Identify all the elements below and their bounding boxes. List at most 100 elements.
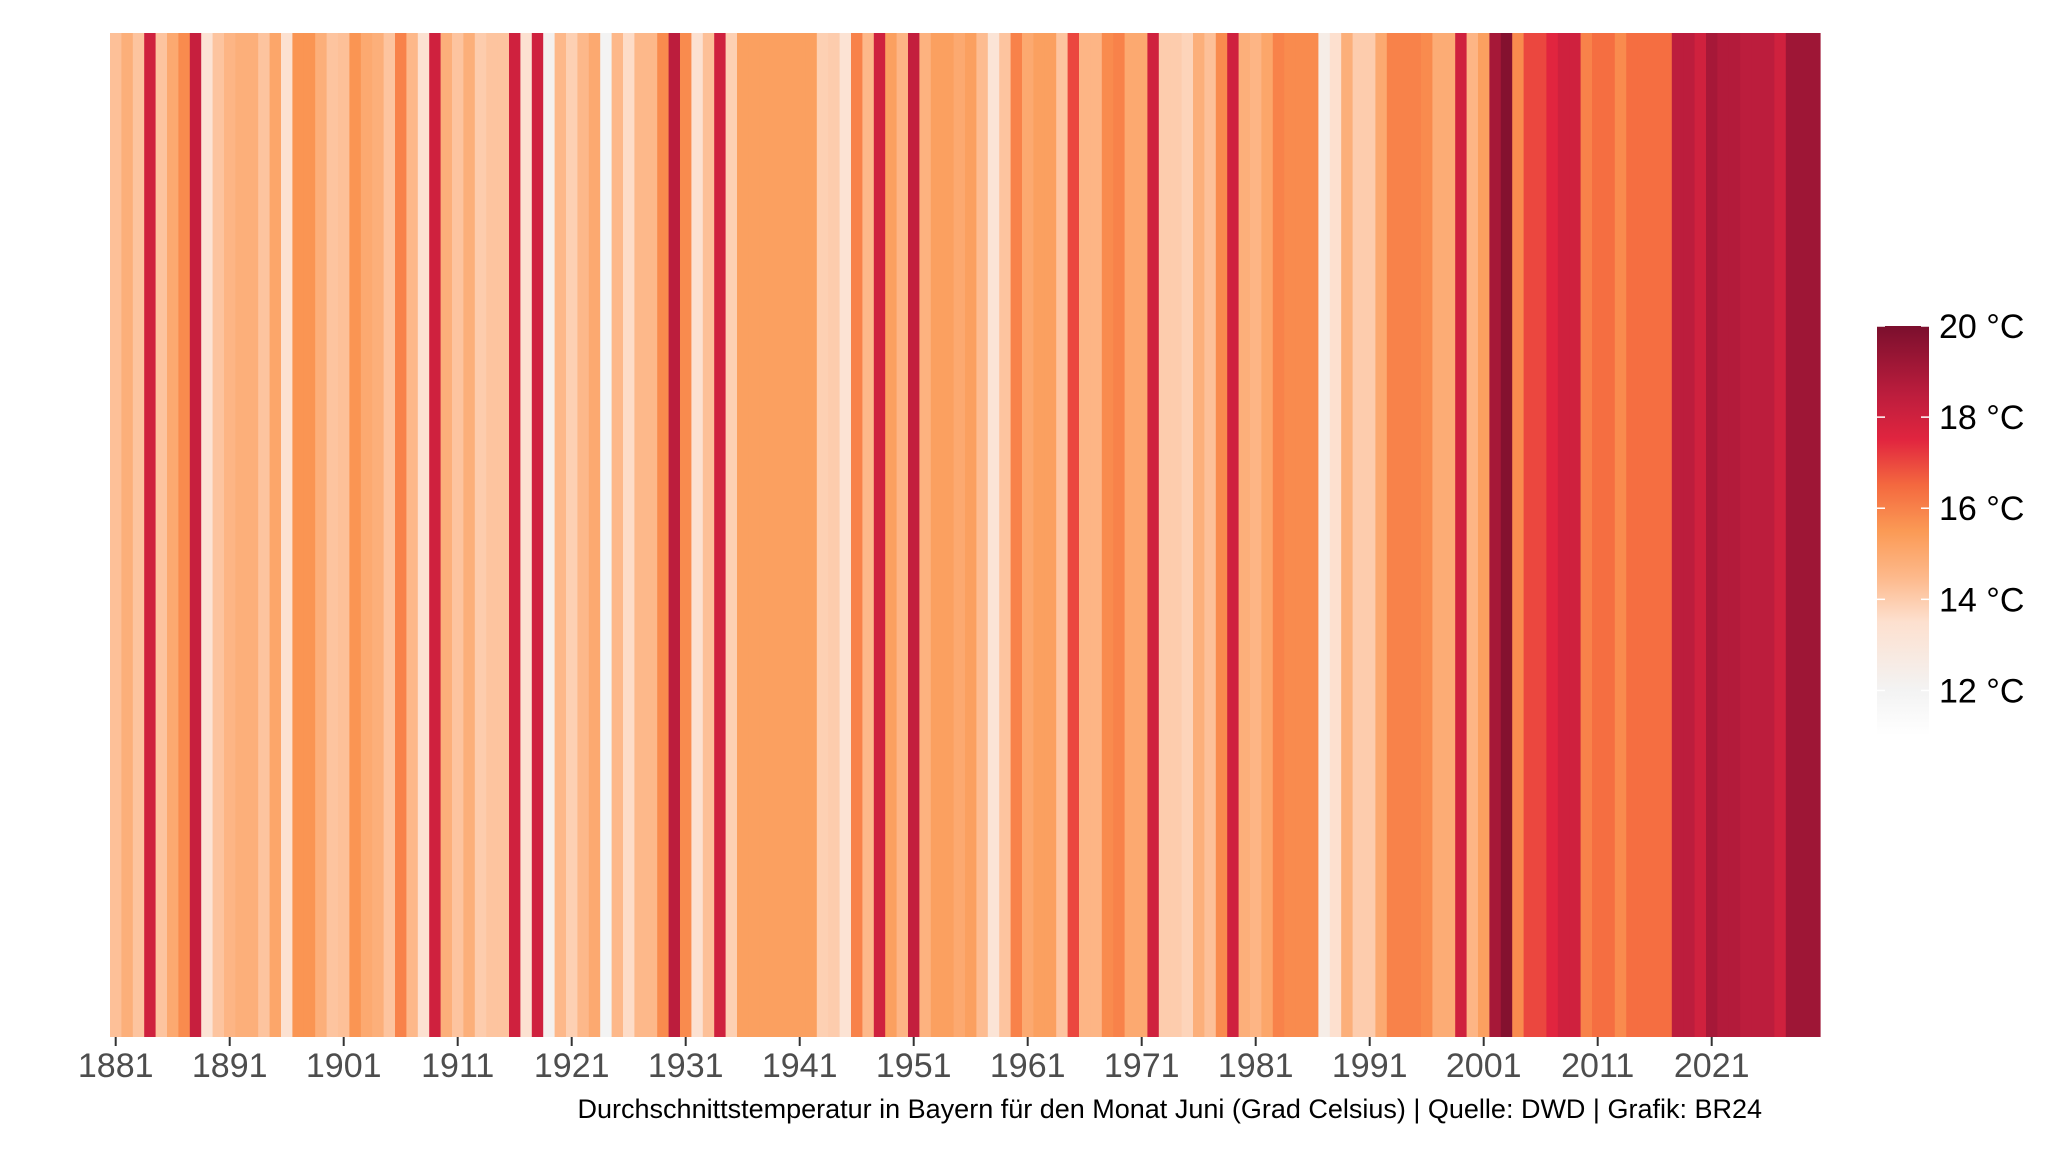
x-axis: 1881 1891 1901 1911 1921 1931 1941 1951 1961 1971… — [78, 1037, 1750, 1085]
stripe-2027 — [1774, 33, 1787, 1037]
stripe-1923 — [588, 33, 601, 1037]
stripe-1893 — [246, 33, 259, 1037]
legend-label-14: 14 °C — [1939, 581, 2024, 619]
stripe-1900 — [326, 33, 339, 1037]
stripe-1949 — [885, 33, 898, 1037]
x-tick-label-2001: 2001 — [1446, 1047, 1522, 1085]
stripe-1914 — [486, 33, 499, 1037]
stripe-1891 — [224, 33, 236, 1037]
stripe-1902 — [349, 33, 362, 1037]
stripe-1999 — [1455, 33, 1468, 1037]
stripe-2004 — [1512, 33, 1525, 1037]
stripe-1969 — [1113, 33, 1126, 1037]
x-tick-label-1941: 1941 — [762, 1047, 838, 1085]
stripe-1886 — [167, 33, 179, 1037]
stripe-1892 — [235, 33, 248, 1037]
stripe-2029 — [1797, 33, 1810, 1037]
stripe-1885 — [155, 33, 168, 1037]
stripe-2021 — [1706, 33, 1718, 1037]
stripe-1978 — [1215, 33, 1228, 1037]
x-tick-label-2011: 2011 — [1561, 1047, 1634, 1085]
stripe-2008 — [1557, 33, 1570, 1037]
stripe-1937 — [748, 33, 761, 1037]
stripe-1979 — [1227, 33, 1240, 1037]
stripe-1911 — [452, 33, 464, 1037]
stripe-1927 — [634, 33, 647, 1037]
stripe-1960 — [1010, 33, 1023, 1037]
x-tick-label-1891: 1891 — [192, 1047, 268, 1085]
stripe-2017 — [1660, 33, 1673, 1037]
stripe-1988 — [1329, 33, 1342, 1037]
stripe-1938 — [759, 33, 772, 1037]
legend-label-18: 18 °C — [1939, 399, 2024, 437]
stripe-2010 — [1580, 33, 1593, 1037]
stripe-1916 — [509, 33, 521, 1037]
stripe-2030 — [1808, 33, 1821, 1037]
stripe-1905 — [383, 33, 396, 1037]
stripe-1962 — [1033, 33, 1046, 1037]
stripe-1990 — [1352, 33, 1365, 1037]
stripe-2012 — [1603, 33, 1616, 1037]
stripe-1897 — [292, 33, 305, 1037]
legend-label-20: 20 °C — [1939, 308, 2024, 346]
stripe-1941 — [794, 33, 806, 1037]
stripe-1918 — [531, 33, 544, 1037]
stripe-1939 — [771, 33, 784, 1037]
stripe-1908 — [417, 33, 430, 1037]
stripe-2026 — [1763, 33, 1775, 1037]
stripe-1977 — [1204, 33, 1217, 1037]
x-tick-label-1971: 1971 — [1104, 1047, 1180, 1085]
stripe-2011 — [1592, 33, 1604, 1037]
stripe-1993 — [1386, 33, 1399, 1037]
x-tick-label-1961: 1961 — [990, 1047, 1066, 1085]
stripe-1898 — [303, 33, 316, 1037]
stripe-1946 — [851, 33, 863, 1037]
x-tick-label-1911: 1911 — [421, 1047, 494, 1085]
stripe-1971 — [1136, 33, 1148, 1037]
stripe-1987 — [1318, 33, 1331, 1037]
stripe-1996 — [1421, 33, 1433, 1037]
color-legend: 12 °C 14 °C 16 °C 18 °C 20 °C — [1877, 308, 2024, 736]
stripe-1968 — [1101, 33, 1114, 1037]
legend-label-16: 16 °C — [1939, 490, 2024, 528]
stripe-1966 — [1079, 33, 1091, 1037]
stripe-1888 — [189, 33, 202, 1037]
stripe-2023 — [1728, 33, 1741, 1037]
stripe-2014 — [1626, 33, 1639, 1037]
stripe-2001 — [1478, 33, 1490, 1037]
stripe-2025 — [1751, 33, 1764, 1037]
stripe-1940 — [782, 33, 795, 1037]
stripe-1896 — [281, 33, 293, 1037]
stripe-1909 — [429, 33, 442, 1037]
stripe-1985 — [1295, 33, 1308, 1037]
stripe-2018 — [1671, 33, 1684, 1037]
stripe-1963 — [1044, 33, 1057, 1037]
stripe-1901 — [338, 33, 350, 1037]
stripe-2022 — [1717, 33, 1730, 1037]
stripe-1974 — [1170, 33, 1183, 1037]
stripe-1975 — [1181, 33, 1194, 1037]
stripe-1890 — [212, 33, 225, 1037]
stripe-1943 — [816, 33, 829, 1037]
stripe-1973 — [1158, 33, 1171, 1037]
x-tick-label-1921: 1921 — [534, 1047, 610, 1085]
stripe-1924 — [600, 33, 613, 1037]
x-tick-label-1981: 1981 — [1218, 1047, 1294, 1085]
stripe-1956 — [965, 33, 977, 1037]
stripe-1989 — [1341, 33, 1354, 1037]
stripe-1991 — [1364, 33, 1376, 1037]
stripe-1954 — [942, 33, 955, 1037]
stripe-2005 — [1523, 33, 1536, 1037]
stripe-1925 — [611, 33, 624, 1037]
legend-label-12: 12 °C — [1939, 672, 2024, 710]
stripe-1928 — [645, 33, 658, 1037]
stripe-1955 — [953, 33, 966, 1037]
stripe-1972 — [1147, 33, 1160, 1037]
stripe-1965 — [1067, 33, 1080, 1037]
stripe-1889 — [201, 33, 214, 1037]
stripe-1932 — [691, 33, 704, 1037]
stripe-2009 — [1569, 33, 1582, 1037]
stripe-2002 — [1489, 33, 1502, 1037]
stripe-1961 — [1022, 33, 1034, 1037]
stripe-1970 — [1124, 33, 1137, 1037]
